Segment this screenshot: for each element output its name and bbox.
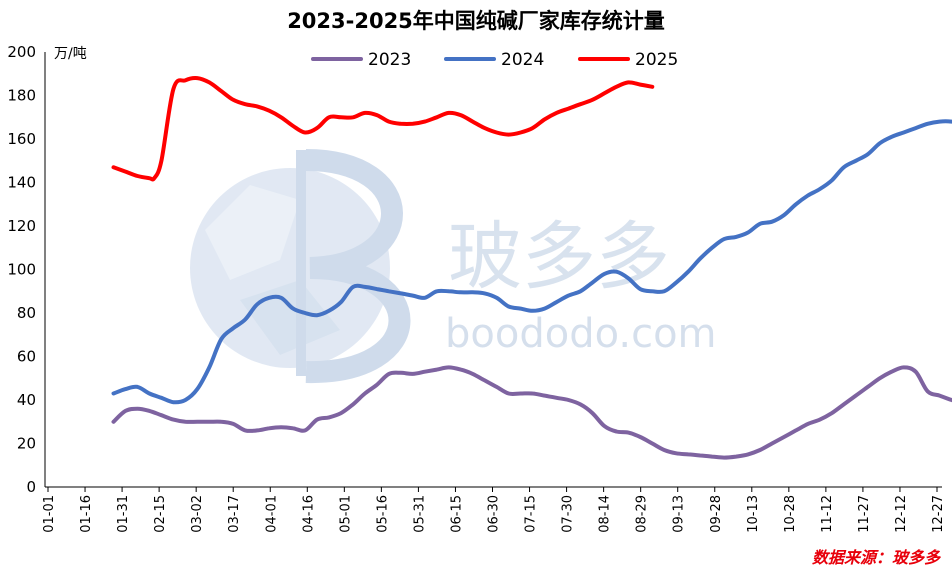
x-tick-label: 03-02 [190,495,205,533]
y-tick-label: 140 [7,174,36,192]
y-tick-label: 100 [7,261,36,279]
x-tick-label: 05-01 [338,495,353,533]
x-tick-label: 12-27 [931,495,946,533]
legend-label-2023: 2023 [368,50,411,70]
y-axis-ticks: 0 20 40 60 80 100 120 140 160 180 200 [7,43,36,496]
x-tick-label: 04-01 [264,495,279,533]
data-source: 数据来源：玻多多 [812,548,942,567]
y-tick-label: 40 [17,391,36,409]
watermark-brand-cn: 玻多多 [448,214,670,300]
watermark-logo [190,149,411,384]
y-tick-label: 200 [7,43,36,61]
x-tick-label: 08-14 [598,495,613,533]
x-tick-label: 01-31 [116,495,131,533]
x-tick-label: 09-13 [672,495,687,533]
x-tick-label: 03-17 [227,495,242,533]
legend-label-2025: 2025 [635,50,678,70]
x-tick-label: 11-27 [857,495,872,533]
x-tick-label: 07-15 [524,495,539,533]
chart-title: 2023-2025年中国纯碱厂家库存统计量 [287,9,665,33]
x-tick-label: 05-31 [412,495,427,533]
y-tick-label: 180 [7,87,36,105]
legend: 2023 2024 2025 [311,50,678,70]
y-tick-label: 20 [17,435,36,453]
x-axis-ticks: 01-01 01-16 01-31 02-15 03-02 03-17 04-01 04-16… [42,487,946,533]
x-tick-label: 01-01 [42,495,57,533]
series-layer [111,76,952,460]
x-tick-label: 04-16 [301,495,316,533]
x-tick-label: 10-28 [783,495,798,533]
series-line-2024 [111,119,952,405]
watermark-brand-en: boododo.com [445,311,717,357]
y-tick-label: 80 [17,304,36,322]
y-axis-unit: 万/吨 [54,46,87,62]
series-line-2023 [111,365,952,460]
x-tick-label: 06-30 [487,495,502,533]
watermark: 玻多多 boododo.com [190,149,717,384]
x-tick-label: 10-13 [746,495,761,533]
x-tick-label: 02-15 [153,495,168,533]
x-tick-label: 07-30 [561,495,576,533]
x-tick-label: 05-16 [375,495,390,533]
y-tick-label: 160 [7,130,36,148]
x-tick-label: 12-12 [894,495,909,533]
legend-label-2024: 2024 [501,50,544,70]
x-tick-label: 11-12 [820,495,835,533]
x-tick-label: 09-28 [709,495,724,533]
x-tick-label: 08-29 [635,495,650,533]
x-tick-label: 01-16 [79,495,94,533]
x-tick-label: 06-15 [449,495,464,533]
y-tick-label: 0 [26,478,36,496]
series-line-2025 [111,76,655,182]
y-tick-label: 60 [17,348,36,366]
y-tick-label: 120 [7,217,36,235]
